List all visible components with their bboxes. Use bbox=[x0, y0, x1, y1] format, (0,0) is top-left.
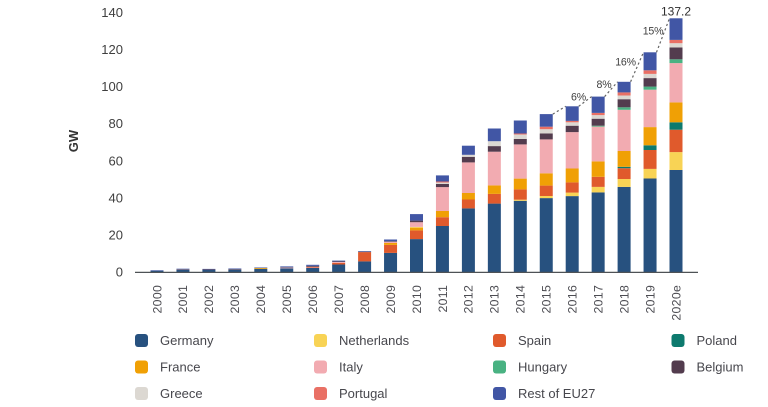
svg-text:16%: 16% bbox=[615, 57, 636, 69]
svg-text:Hungary: Hungary bbox=[518, 360, 568, 375]
svg-text:2008: 2008 bbox=[358, 285, 372, 314]
svg-text:2001: 2001 bbox=[176, 285, 190, 314]
svg-text:Belgium: Belgium bbox=[697, 360, 744, 375]
svg-text:2013: 2013 bbox=[488, 285, 502, 314]
svg-text:2012: 2012 bbox=[462, 285, 476, 314]
svg-text:2004: 2004 bbox=[254, 285, 268, 314]
svg-text:2018: 2018 bbox=[617, 285, 631, 314]
svg-text:2007: 2007 bbox=[332, 285, 346, 314]
svg-text:Netherlands: Netherlands bbox=[339, 333, 410, 348]
svg-text:140: 140 bbox=[101, 5, 123, 20]
svg-text:2011: 2011 bbox=[436, 285, 450, 313]
svg-text:2016: 2016 bbox=[566, 285, 580, 314]
svg-text:2019: 2019 bbox=[643, 285, 657, 314]
svg-text:40: 40 bbox=[109, 190, 123, 205]
svg-text:Greece: Greece bbox=[160, 386, 203, 401]
svg-text:8%: 8% bbox=[597, 79, 613, 91]
svg-text:Rest of EU27: Rest of EU27 bbox=[518, 386, 595, 401]
svg-text:2000: 2000 bbox=[150, 285, 164, 314]
svg-text:GW: GW bbox=[66, 129, 81, 152]
svg-text:2015: 2015 bbox=[540, 285, 554, 314]
svg-text:2003: 2003 bbox=[228, 285, 242, 314]
svg-text:2014: 2014 bbox=[514, 285, 528, 314]
svg-text:120: 120 bbox=[101, 42, 123, 57]
svg-text:6%: 6% bbox=[571, 92, 587, 104]
svg-text:137.2: 137.2 bbox=[661, 5, 691, 19]
svg-text:Italy: Italy bbox=[339, 360, 363, 375]
svg-text:2009: 2009 bbox=[384, 285, 398, 314]
svg-text:France: France bbox=[160, 360, 200, 375]
svg-text:100: 100 bbox=[101, 79, 123, 94]
svg-text:Germany: Germany bbox=[160, 333, 214, 348]
svg-text:2010: 2010 bbox=[410, 285, 424, 314]
svg-text:Spain: Spain bbox=[518, 333, 551, 348]
svg-text:2017: 2017 bbox=[591, 285, 605, 314]
svg-text:2020e: 2020e bbox=[669, 285, 683, 321]
svg-text:80: 80 bbox=[109, 116, 123, 131]
svg-text:0: 0 bbox=[116, 264, 123, 279]
svg-text:2006: 2006 bbox=[306, 285, 320, 314]
svg-text:15%: 15% bbox=[643, 25, 664, 37]
svg-text:2002: 2002 bbox=[202, 285, 216, 314]
svg-text:20: 20 bbox=[109, 227, 123, 242]
svg-text:2005: 2005 bbox=[280, 285, 294, 314]
svg-text:Portugal: Portugal bbox=[339, 386, 388, 401]
svg-text:60: 60 bbox=[109, 153, 123, 168]
svg-text:Poland: Poland bbox=[697, 333, 737, 348]
